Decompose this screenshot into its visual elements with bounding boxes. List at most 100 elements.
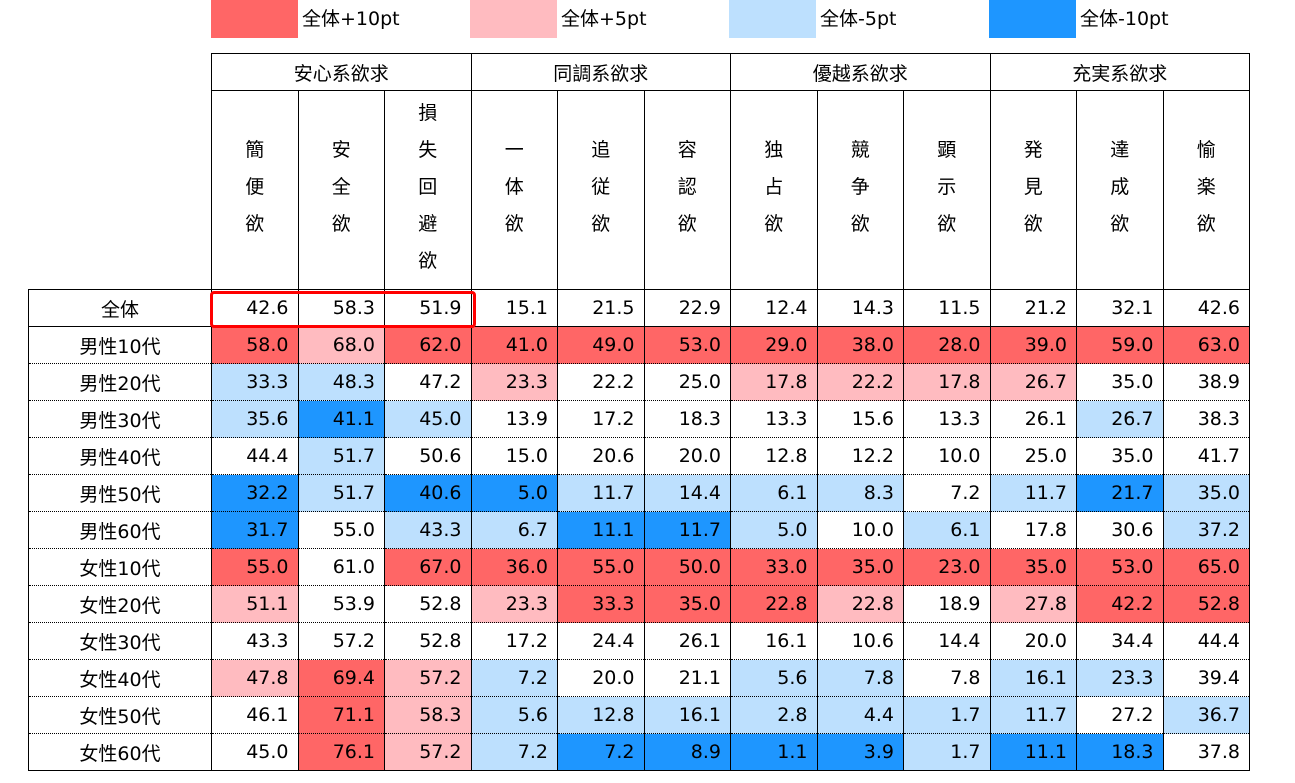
column-header-char: 愉	[1196, 139, 1216, 161]
row-label: 男性20代	[28, 363, 212, 401]
value-cell: 38.3	[1162, 400, 1250, 438]
value-cell: 25.0	[643, 363, 731, 401]
value-cell: 59.0	[1076, 326, 1164, 364]
value-cell: 17.8	[730, 363, 818, 401]
table-row: 男性10代 58.0 68.0 62.0 41.0 49.0 53.0 29.0 38.0 28.…	[28, 326, 1250, 364]
value-cell: 36.7	[1162, 696, 1250, 734]
value-cell: 22.2	[816, 363, 904, 401]
column-header-char: 全	[331, 176, 351, 198]
column-header-char: 回	[418, 176, 438, 198]
value-cell: 23.3	[1076, 659, 1164, 697]
value-cell: 22.8	[816, 585, 904, 623]
value-cell: 12.8	[557, 696, 645, 734]
column-header-char: 見	[1023, 176, 1043, 198]
table-row: 男性50代 32.2 51.7 40.6 5.0 11.7 14.4 6.1 8.3 7.2 11.…	[28, 474, 1250, 512]
value-cell: 35.0	[1076, 437, 1164, 475]
column-header: 顕示欲	[903, 90, 991, 290]
value-cell: 28.0	[903, 326, 991, 364]
column-header: 容認欲	[643, 90, 731, 290]
value-cell: 65.0	[1162, 548, 1250, 586]
value-cell: 58.3	[297, 289, 385, 327]
value-cell: 41.7	[1162, 437, 1250, 475]
value-cell: 17.8	[989, 511, 1077, 549]
column-header-char: 避	[418, 213, 438, 235]
value-cell: 52.8	[384, 622, 472, 660]
value-cell: 5.6	[470, 696, 558, 734]
value-cell: 37.2	[1162, 511, 1250, 549]
value-cell: 13.3	[730, 400, 818, 438]
value-cell: 4.4	[816, 696, 904, 734]
value-cell: 21.7	[1076, 474, 1164, 512]
column-header-char: 失	[418, 139, 438, 161]
value-cell: 32.1	[1076, 289, 1164, 327]
column-header-char: 欲	[850, 213, 870, 235]
value-cell: 53.0	[643, 326, 731, 364]
value-cell: 24.4	[557, 622, 645, 660]
value-cell: 33.0	[730, 548, 818, 586]
value-cell: 10.0	[816, 511, 904, 549]
value-cell: 20.0	[643, 437, 731, 475]
group-header: 安心系欲求	[211, 53, 472, 91]
value-cell: 16.1	[989, 659, 1077, 697]
value-cell: 18.3	[643, 400, 731, 438]
value-cell: 31.7	[211, 511, 299, 549]
column-header-char: 発	[1023, 139, 1043, 161]
column-header-char: 従	[591, 176, 611, 198]
value-cell: 14.4	[643, 474, 731, 512]
legend-label: 全体+5pt	[561, 8, 647, 30]
value-cell: 22.8	[730, 585, 818, 623]
row-label: 女性30代	[28, 622, 212, 660]
value-cell: 15.0	[470, 437, 558, 475]
value-cell: 35.6	[211, 400, 299, 438]
value-cell: 48.3	[297, 363, 385, 401]
value-cell: 1.1	[730, 733, 818, 771]
value-cell: 35.0	[816, 548, 904, 586]
value-cell: 8.3	[816, 474, 904, 512]
group-header: 優越系欲求	[730, 53, 991, 91]
legend-swatch	[989, 0, 1076, 38]
legend-swatch	[470, 0, 557, 38]
value-cell: 11.7	[557, 474, 645, 512]
value-cell: 21.1	[643, 659, 731, 697]
column-header-char: 楽	[1196, 176, 1216, 198]
value-cell: 20.0	[557, 659, 645, 697]
value-cell: 6.7	[470, 511, 558, 549]
value-cell: 7.2	[903, 474, 991, 512]
column-header-char: 追	[591, 139, 611, 161]
value-cell: 42.2	[1076, 585, 1164, 623]
column-header: 一体欲	[470, 90, 558, 290]
group-header-row: 安心系欲求 同調系欲求 優越系欲求 充実系欲求	[29, 53, 1250, 91]
column-header-char: 顕	[937, 139, 957, 161]
column-header-char: 競	[850, 139, 870, 161]
group-header: 同調系欲求	[470, 53, 731, 91]
value-cell: 43.3	[211, 622, 299, 660]
value-cell: 45.0	[384, 400, 472, 438]
value-cell: 10.6	[816, 622, 904, 660]
column-header-char: 簡	[245, 139, 265, 161]
value-cell: 22.2	[557, 363, 645, 401]
column-header-char: 一	[504, 139, 524, 161]
value-cell: 44.4	[211, 437, 299, 475]
value-cell: 11.1	[557, 511, 645, 549]
value-cell: 36.0	[470, 548, 558, 586]
column-header-char: 独	[764, 139, 784, 161]
value-cell: 29.0	[730, 326, 818, 364]
value-cell: 5.0	[730, 511, 818, 549]
column-header: 簡便欲	[211, 90, 299, 290]
column-header-char: 欲	[1023, 213, 1043, 235]
value-cell: 35.0	[989, 548, 1077, 586]
value-cell: 35.0	[643, 585, 731, 623]
value-cell: 50.6	[384, 437, 472, 475]
value-cell: 41.1	[297, 400, 385, 438]
value-cell: 53.0	[1076, 548, 1164, 586]
value-cell: 26.7	[1076, 400, 1164, 438]
value-cell: 30.6	[1076, 511, 1164, 549]
table-row: 男性30代 35.6 41.1 45.0 13.9 17.2 18.3 13.3 15.6 13.…	[28, 400, 1250, 438]
value-cell: 18.3	[1076, 733, 1164, 771]
column-header: 競争欲	[816, 90, 904, 290]
row-label: 女性20代	[28, 585, 212, 623]
value-cell: 11.7	[989, 696, 1077, 734]
column-header: 安全欲	[297, 90, 385, 290]
table-row: 女性20代 51.1 53.9 52.8 23.3 33.3 35.0 22.8 22.8 18.…	[28, 585, 1250, 623]
group-header: 充実系欲求	[989, 53, 1250, 91]
